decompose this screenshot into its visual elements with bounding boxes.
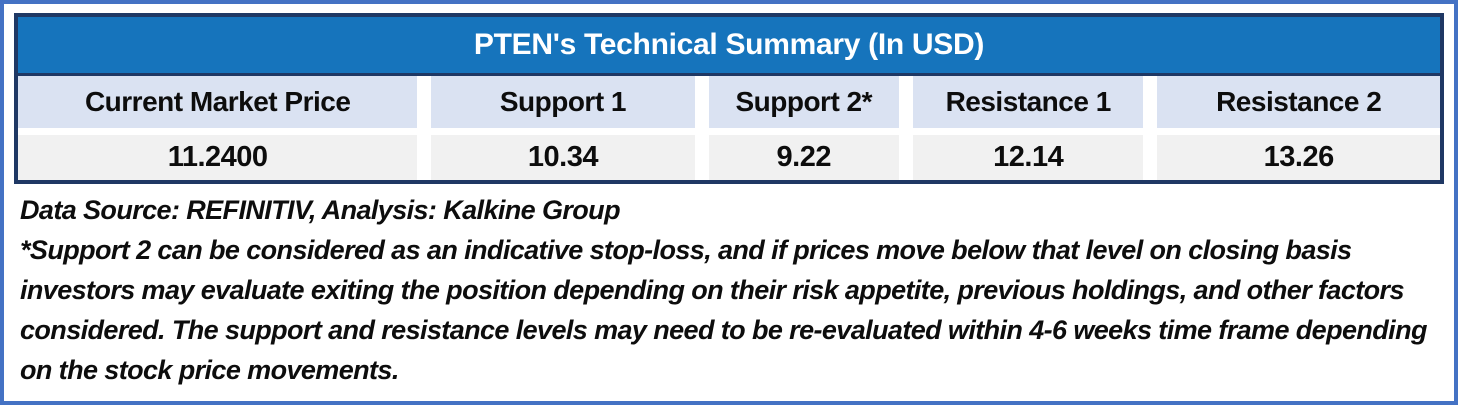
value-support-2: 9.22 (708, 135, 899, 180)
column-header-support-1: Support 1 (431, 76, 695, 128)
table-title-bar: PTEN's Technical Summary (In USD) (18, 17, 1440, 76)
technical-summary-table: PTEN's Technical Summary (In USD) Curren… (14, 13, 1444, 184)
table-title: PTEN's Technical Summary (In USD) (473, 28, 985, 61)
footnotes: Data Source: REFINITIV, Analysis: Kalkin… (14, 184, 1444, 390)
value-resistance-2: 13.26 (1157, 135, 1440, 180)
table-grid: Current Market Price Support 1 Support 2… (18, 76, 1440, 180)
support2-disclaimer-note: *Support 2 can be considered as an indic… (20, 235, 1427, 385)
column-header-resistance-1: Resistance 1 (912, 76, 1144, 128)
value-support-1: 10.34 (431, 135, 695, 180)
value-current-market-price: 11.2400 (18, 135, 418, 180)
value-resistance-1: 12.14 (912, 135, 1144, 180)
column-header-resistance-2: Resistance 2 (1157, 76, 1440, 128)
column-header-support-2: Support 2* (708, 76, 899, 128)
data-source-note: Data Source: REFINITIV, Analysis: Kalkin… (20, 195, 621, 225)
column-header-current-market-price: Current Market Price (18, 76, 418, 128)
